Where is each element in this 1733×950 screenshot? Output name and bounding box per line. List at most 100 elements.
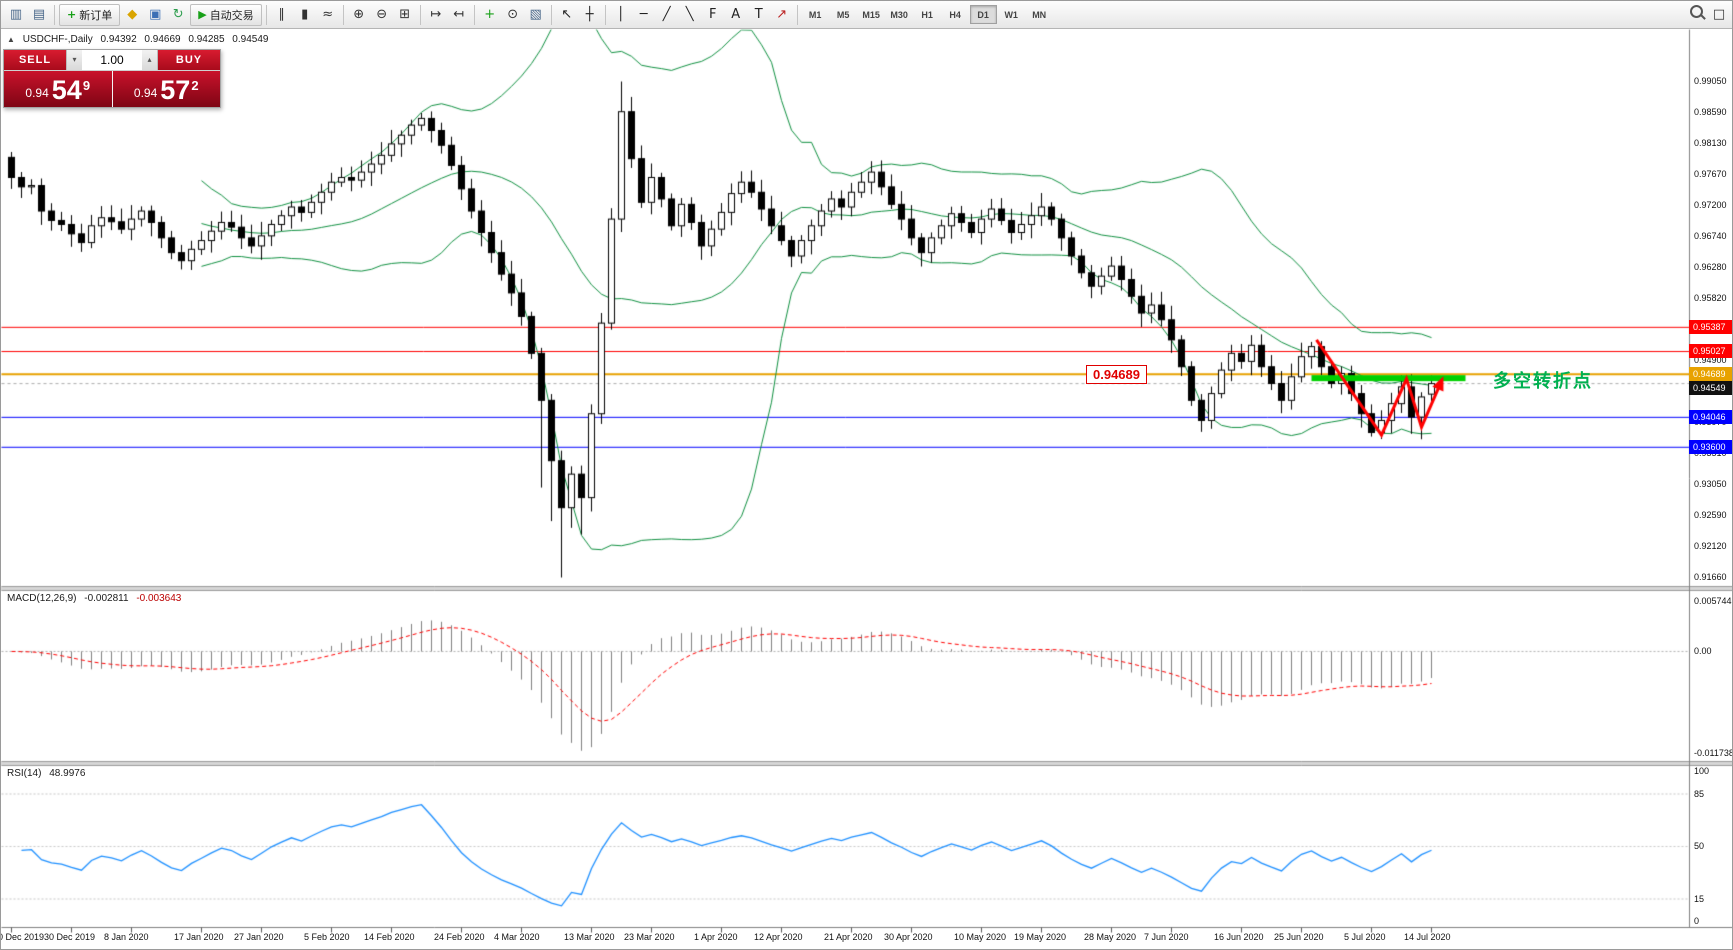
rsi-tick: 85: [1694, 788, 1705, 799]
price-tick: 0.95820: [1694, 292, 1727, 303]
buy-price-main: 57: [160, 75, 191, 105]
toolbar-separator: [796, 4, 798, 25]
price-tag: 0.95027: [1689, 344, 1732, 359]
lot-size-input[interactable]: [82, 50, 142, 70]
new-order-button[interactable]: + 新订单: [59, 3, 121, 26]
macd-indicator-label: MACD(12,26,9) -0.002811 -0.003643: [7, 593, 186, 604]
arrows-icon[interactable]: ↗: [771, 4, 793, 26]
timeframe-m1-button[interactable]: M1: [802, 5, 829, 24]
price-tag: 0.93600: [1689, 439, 1732, 454]
timeframe-h1-button[interactable]: H1: [914, 5, 941, 24]
date-label: 13 Mar 2020: [564, 932, 615, 942]
candlestick-chart-icon[interactable]: ▮: [294, 4, 316, 26]
price-tick: 0.99050: [1694, 76, 1727, 86]
date-label: 21 Apr 2020: [824, 932, 873, 942]
chart-shift-icon[interactable]: ↤: [448, 4, 470, 26]
macd-tick: 0.00: [1694, 645, 1712, 656]
refresh-icon[interactable]: ↻: [167, 4, 189, 26]
sell-price-prefix: 0.94: [25, 86, 49, 100]
new-order-icon: +: [67, 8, 77, 21]
autotrading-button[interactable]: ▶ 自动交易: [190, 3, 262, 26]
bar-close-value: 0.94549: [232, 34, 269, 45]
label-icon[interactable]: T: [748, 4, 770, 26]
market-watch-icon[interactable]: ◆: [121, 4, 143, 26]
date-label: 19 May 2020: [1014, 932, 1067, 942]
collapse-panel-icon[interactable]: ▲: [7, 35, 15, 44]
new-window-icon[interactable]: □: [1708, 4, 1730, 26]
auto-scroll-icon[interactable]: ↦: [425, 4, 447, 26]
date-label: 16 Jun 2020: [1214, 932, 1264, 942]
macd-name: MACD(12,26,9): [7, 593, 77, 604]
autotrading-button-label: 自动交易: [209, 9, 254, 22]
line-chart-icon[interactable]: ≈: [317, 4, 339, 26]
rsi-tick: 15: [1694, 893, 1705, 904]
sell-button[interactable]: SELL: [4, 50, 66, 70]
vertical-line-icon[interactable]: │: [610, 4, 632, 26]
price-tick: 0.91660: [1694, 572, 1727, 582]
zoom-in-icon[interactable]: ⊕: [348, 4, 370, 26]
timeframe-w1-button[interactable]: W1: [998, 5, 1025, 24]
price-tick: 0.92120: [1694, 541, 1727, 552]
buy-price-pip: 2: [191, 78, 199, 93]
date-label: 1 Apr 2020: [694, 932, 738, 942]
toolbar-separator: [473, 4, 475, 25]
new-chart-icon[interactable]: ▥: [5, 4, 27, 26]
timeframe-d1-button[interactable]: D1: [969, 5, 997, 24]
tile-windows-icon[interactable]: ⊞: [394, 4, 416, 26]
toolbar-separator: [265, 4, 267, 25]
macd-value: -0.002811: [84, 593, 129, 604]
zoom-out-icon[interactable]: ⊖: [371, 4, 393, 26]
timeframe-h4-button[interactable]: H4: [942, 5, 969, 24]
macd-tick: -0.011738: [1694, 748, 1733, 758]
templates-icon[interactable]: ▧: [525, 4, 547, 26]
toolbar-separator: [54, 4, 55, 25]
date-label: 5 Jul 2020: [1344, 932, 1386, 942]
profiles-icon[interactable]: ▤: [28, 4, 50, 26]
date-label: 14 Jul 2020: [1404, 932, 1451, 942]
lot-decrease-button[interactable]: ▾: [67, 50, 82, 70]
timeframe-m5-button[interactable]: M5: [830, 5, 857, 24]
text-icon[interactable]: A: [725, 4, 747, 26]
new-order-button-label: 新订单: [79, 9, 113, 22]
data-window-icon[interactable]: ▣: [144, 4, 166, 26]
bar-low-value: 0.94285: [188, 34, 225, 45]
price-tick: 0.94900: [1694, 354, 1727, 365]
bars-chart-icon[interactable]: ∥: [271, 4, 293, 26]
timeframe-mn-button[interactable]: MN: [1026, 5, 1053, 24]
bar-open-value: 0.94392: [100, 34, 137, 45]
date-label: 28 May 2020: [1084, 932, 1137, 942]
timeframe-m15-button[interactable]: M15: [858, 5, 885, 24]
price-scale[interactable]: 0.99050 0.98590 0.98130 0.97670 0.97200 0.967…: [1689, 29, 1733, 927]
channel-icon[interactable]: ╲: [679, 4, 701, 26]
sell-price-button[interactable]: 0.94 54 9: [4, 71, 112, 107]
date-label: 30 Dec 2019: [44, 932, 96, 942]
toolbar-separator: [342, 4, 344, 25]
price-tag: 0.94549: [1689, 380, 1732, 395]
search-icon: [1689, 4, 1703, 18]
cursor-icon[interactable]: ↖: [556, 4, 578, 26]
buy-button[interactable]: BUY: [158, 50, 220, 70]
date-label: 5 Feb 2020: [304, 932, 350, 942]
periods-icon[interactable]: ⊙: [502, 4, 524, 26]
timeframe-m30-button[interactable]: M30: [886, 5, 913, 24]
crosshair-icon[interactable]: ┼: [579, 4, 601, 26]
lot-increase-button[interactable]: ▴: [142, 50, 157, 70]
fibonacci-icon[interactable]: F: [702, 4, 724, 26]
horizontal-line-icon[interactable]: ─: [633, 4, 655, 26]
toolbar-separator: [550, 4, 552, 25]
trendline-icon[interactable]: ╱: [656, 4, 678, 26]
toolbar-separator: [419, 4, 421, 25]
indicators-icon[interactable]: +: [479, 4, 501, 26]
turning-point-annotation[interactable]: 多空转折点: [1493, 371, 1593, 391]
rsi-value: 48.9976: [49, 768, 86, 779]
buy-price-button[interactable]: 0.94 57 2: [112, 71, 220, 107]
rsi-name: RSI(14): [7, 768, 42, 779]
search-icon[interactable]: [1685, 4, 1707, 26]
price-tick: 0.96740: [1694, 231, 1727, 242]
price-level-label[interactable]: 0.94689: [1086, 365, 1147, 384]
price-tick: 0.93050: [1694, 478, 1727, 489]
